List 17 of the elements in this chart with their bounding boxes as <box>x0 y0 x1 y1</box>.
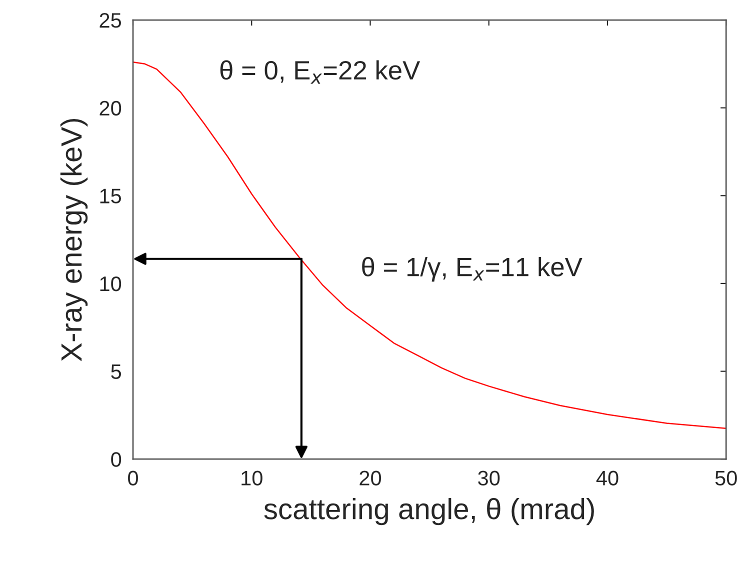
x-tick-label: 30 <box>478 470 500 486</box>
y-tick-label: 0 <box>111 452 122 467</box>
x-tick-label: 0 <box>128 470 138 486</box>
annotation: θ = 1/γ, E$_{x}$=11 keV <box>362 257 582 282</box>
x-tick-label: 50 <box>715 470 737 486</box>
x-tick-label: 20 <box>360 470 382 486</box>
line-series <box>133 62 726 429</box>
x-tick-label: 10 <box>242 470 262 486</box>
y-axis-title: X-ray energy (keV) <box>60 118 88 362</box>
y-tick-label: 20 <box>100 100 122 116</box>
y-tick-label: 25 <box>100 13 122 28</box>
y-tick-label: 15 <box>100 188 122 204</box>
y-tick-label: 5 <box>111 364 122 380</box>
annotation: θ = 0, E$_{x}$=22 keV <box>220 60 420 84</box>
y-tick-label: 10 <box>100 276 122 292</box>
x-axis-title: scattering angle, θ (mrad) <box>264 498 594 526</box>
x-tick-label: 40 <box>596 470 618 486</box>
